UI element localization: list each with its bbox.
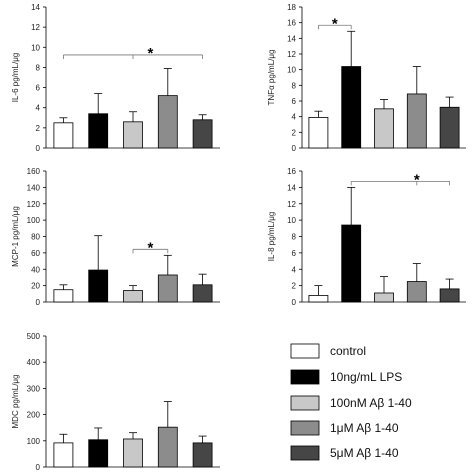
legend-swatch-lps xyxy=(290,369,320,385)
y-tick-label-mcp1: 20 xyxy=(31,282,40,291)
chart-tnfa: 0 2 4 6 8 10 12 14 16 18 TNFα pg/mL/μg * xyxy=(267,3,466,153)
y-axis-label-mdc: MDC pg/mL/μg xyxy=(11,375,20,429)
legend-label-lps: 10ng/mL LPS xyxy=(330,370,402,384)
y-tick-label-mcp1: 160 xyxy=(27,167,41,176)
bar-il8-0 xyxy=(308,295,329,303)
y-tick-label-il8: 12 xyxy=(287,200,296,209)
legend-label-control: control xyxy=(330,344,366,358)
bar-il6-1 xyxy=(88,113,109,149)
y-tick-label-il8: 0 xyxy=(292,298,297,307)
chart-mdc: 0 100 200 300 400 500 MDC pg/mL/μg xyxy=(11,332,220,472)
y-tick-label-il8: 16 xyxy=(287,167,296,176)
y-tick-label-tnfa: 8 xyxy=(292,81,297,90)
bar-mcp1-4 xyxy=(192,284,213,303)
bar-mdc-1 xyxy=(88,439,109,468)
y-axis-label-il8: IL-8 pg/mL/μg xyxy=(267,212,276,262)
y-tick-label-mcp1: 0 xyxy=(36,298,41,307)
bar-mdc-3 xyxy=(157,426,178,468)
sig-star-tnfa-0: * xyxy=(332,15,338,32)
y-tick-label-mdc: 400 xyxy=(27,358,41,367)
legend: control 10ng/mL LPS 100nM Aβ 1-40 1μM Aβ… xyxy=(290,343,412,461)
bar-il6-0 xyxy=(53,122,74,149)
y-tick-label-tnfa: 4 xyxy=(292,113,297,122)
bar-mcp1-1 xyxy=(88,269,109,303)
bar-mdc-4 xyxy=(192,442,213,468)
y-tick-label-il6: 4 xyxy=(36,104,41,113)
y-tick-label-mdc: 500 xyxy=(27,332,41,341)
bar-mcp1-0 xyxy=(53,289,74,303)
y-tick-label-tnfa: 16 xyxy=(287,19,296,28)
legend-label-1um: 1μM Aβ 1-40 xyxy=(330,421,399,435)
bar-tnfa-4 xyxy=(439,106,460,149)
bar-mdc-0 xyxy=(53,442,74,468)
legend-label-5um: 5μM Aβ 1-40 xyxy=(330,446,399,460)
y-tick-label-mcp1: 80 xyxy=(31,233,40,242)
bar-mcp1-2 xyxy=(123,290,143,303)
bar-il6-2 xyxy=(123,121,143,149)
chart-mcp1: 0 20 40 60 80 100 120 140 160 MCP-1 pg/mL/μg * xyxy=(11,167,220,307)
chart-il8: 0 2 4 6 8 10 12 14 16 IL-8 pg/mL/μg * xyxy=(267,167,466,307)
bar-mdc-2 xyxy=(123,438,143,468)
legend-swatch-control xyxy=(290,343,320,359)
y-tick-label-mcp1: 60 xyxy=(31,249,40,258)
y-tick-label-mdc: 300 xyxy=(27,384,41,393)
y-tick-label-il6: 0 xyxy=(36,144,41,153)
sig-star-il8-0: * xyxy=(414,171,420,188)
y-tick-label-mdc: 0 xyxy=(36,463,41,472)
bar-tnfa-3 xyxy=(406,93,427,149)
bar-il8-1 xyxy=(341,224,362,303)
y-tick-label-mcp1: 40 xyxy=(31,265,40,274)
y-tick-label-tnfa: 2 xyxy=(292,128,297,137)
y-tick-label-il8: 2 xyxy=(292,282,297,291)
y-tick-label-il6: 12 xyxy=(31,23,40,32)
legend-swatch-100nm xyxy=(290,395,320,411)
y-tick-label-il8: 10 xyxy=(287,216,296,225)
y-tick-label-il8: 8 xyxy=(292,233,297,242)
y-axis-label-tnfa: TNFα pg/mL/μg xyxy=(267,50,276,106)
bar-il8-2 xyxy=(374,292,394,303)
bar-tnfa-2 xyxy=(374,108,394,149)
bar-tnfa-0 xyxy=(308,117,329,149)
y-tick-label-il6: 8 xyxy=(36,63,41,72)
y-tick-label-tnfa: 6 xyxy=(292,97,297,106)
y-tick-label-il6: 6 xyxy=(36,84,41,93)
bar-il8-3 xyxy=(406,281,427,303)
bar-tnfa-1 xyxy=(341,66,362,149)
legend-label-100nm: 100nM Aβ 1-40 xyxy=(330,396,412,410)
y-tick-label-il8: 14 xyxy=(287,183,296,192)
y-tick-label-mcp1: 120 xyxy=(27,200,41,209)
y-tick-label-il6: 2 xyxy=(36,124,41,133)
y-tick-label-mdc: 100 xyxy=(27,437,41,446)
sig-star-mcp1-0: * xyxy=(147,239,153,256)
y-tick-label-il8: 4 xyxy=(292,265,297,274)
y-axis-label-il6: IL-6 pg/mL/μg xyxy=(11,53,20,103)
y-tick-label-mcp1: 100 xyxy=(27,216,41,225)
legend-swatch-5um xyxy=(290,445,320,461)
y-tick-label-tnfa: 12 xyxy=(287,50,296,59)
bar-il6-4 xyxy=(192,119,213,149)
y-tick-label-tnfa: 10 xyxy=(287,66,296,75)
y-tick-label-tnfa: 18 xyxy=(287,3,296,12)
y-tick-label-mcp1: 140 xyxy=(27,183,41,192)
y-tick-label-il6: 10 xyxy=(31,43,40,52)
y-tick-label-tnfa: 0 xyxy=(292,144,297,153)
chart-il6: 0 2 4 6 8 10 12 14 IL-6 pg/mL/μg * xyxy=(11,3,220,153)
y-tick-label-tnfa: 14 xyxy=(287,34,296,43)
legend-swatch-1um xyxy=(290,420,320,436)
y-tick-label-il6: 14 xyxy=(31,3,40,12)
y-tick-label-mdc: 200 xyxy=(27,411,41,420)
sig-star-il6-0: * xyxy=(147,45,153,62)
bar-mcp1-3 xyxy=(157,274,178,303)
bar-il8-4 xyxy=(439,288,460,303)
y-tick-label-il8: 6 xyxy=(292,249,297,258)
bar-il6-3 xyxy=(157,95,178,149)
y-axis-label-mcp1: MCP-1 pg/mL/μg xyxy=(11,206,20,267)
